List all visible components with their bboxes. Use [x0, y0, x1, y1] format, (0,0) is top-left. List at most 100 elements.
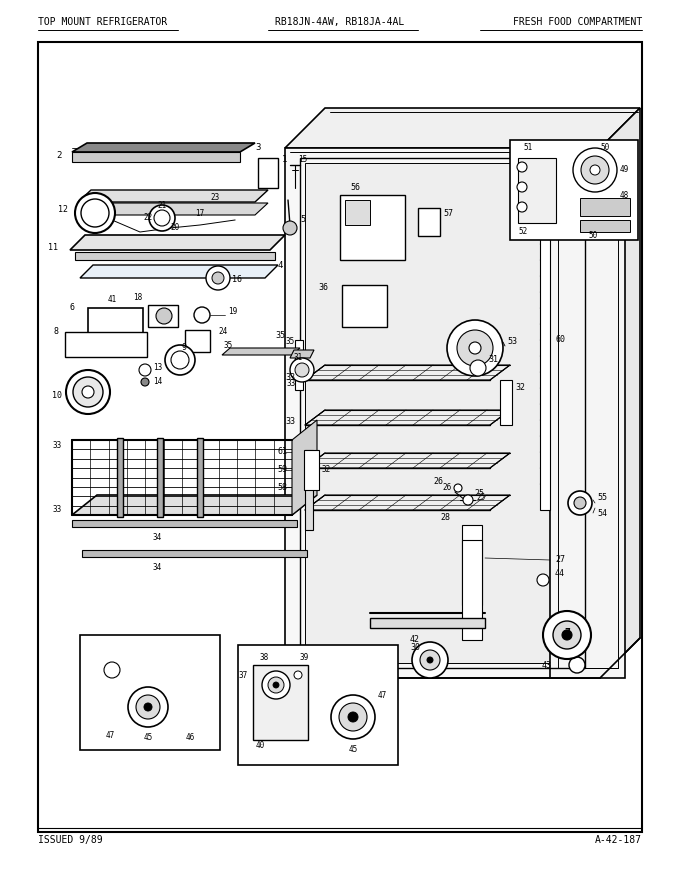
Text: 28: 28 — [440, 514, 450, 522]
Bar — [185, 330, 210, 352]
Text: 6: 6 — [70, 303, 75, 312]
Circle shape — [283, 221, 297, 235]
Bar — [80, 635, 220, 750]
Text: RB18JN-4AW, RB18JA-4AL: RB18JN-4AW, RB18JA-4AL — [275, 17, 405, 27]
Text: 11: 11 — [48, 244, 58, 253]
Text: 46: 46 — [186, 733, 194, 742]
Circle shape — [290, 358, 314, 382]
Text: 16: 16 — [232, 276, 242, 285]
Text: 50: 50 — [588, 231, 597, 239]
Text: 47: 47 — [105, 731, 115, 740]
Circle shape — [568, 491, 592, 515]
Text: 8: 8 — [53, 328, 58, 336]
Bar — [540, 175, 550, 510]
Text: 48: 48 — [620, 190, 629, 199]
Circle shape — [463, 495, 473, 505]
Text: 41: 41 — [107, 295, 117, 304]
Circle shape — [574, 497, 586, 509]
Text: 23: 23 — [210, 193, 220, 203]
Polygon shape — [305, 365, 510, 380]
Bar — [345, 200, 370, 225]
Circle shape — [156, 308, 172, 324]
Text: 31: 31 — [488, 355, 498, 365]
Polygon shape — [72, 152, 240, 162]
Text: 54: 54 — [597, 508, 607, 517]
Text: 2: 2 — [56, 150, 62, 159]
Circle shape — [517, 202, 527, 212]
Text: 50: 50 — [600, 143, 610, 152]
Text: 13: 13 — [153, 363, 163, 373]
Bar — [558, 158, 618, 668]
Text: 42: 42 — [410, 635, 420, 644]
Circle shape — [136, 695, 160, 719]
Polygon shape — [72, 495, 317, 515]
Text: 26: 26 — [433, 478, 443, 487]
Polygon shape — [290, 350, 314, 358]
Circle shape — [569, 657, 585, 673]
Text: 25: 25 — [474, 489, 484, 498]
Text: 3: 3 — [255, 143, 260, 152]
Polygon shape — [305, 453, 510, 468]
Circle shape — [573, 148, 617, 192]
Circle shape — [139, 364, 151, 376]
Bar — [117, 438, 123, 517]
Bar — [340, 195, 405, 260]
Text: 35: 35 — [275, 330, 285, 339]
Text: 35: 35 — [286, 337, 294, 346]
Bar — [305, 450, 313, 530]
Text: 33: 33 — [53, 441, 62, 449]
Text: 39: 39 — [300, 652, 309, 661]
Circle shape — [562, 630, 572, 640]
Text: 26: 26 — [443, 483, 452, 492]
Circle shape — [66, 370, 110, 414]
Text: 4: 4 — [278, 261, 284, 270]
Polygon shape — [78, 190, 268, 202]
Text: 40: 40 — [256, 740, 265, 749]
Circle shape — [537, 574, 549, 586]
Circle shape — [154, 210, 170, 226]
Circle shape — [206, 266, 230, 290]
Circle shape — [165, 345, 195, 375]
Text: 20: 20 — [171, 223, 180, 232]
Text: 58: 58 — [277, 482, 287, 491]
Circle shape — [149, 205, 175, 231]
Bar — [258, 158, 278, 188]
Bar — [157, 438, 163, 517]
Text: 45: 45 — [348, 746, 358, 755]
Text: 55: 55 — [597, 492, 607, 501]
Circle shape — [581, 156, 609, 184]
Polygon shape — [72, 520, 297, 527]
Polygon shape — [600, 108, 640, 678]
Text: 44: 44 — [555, 569, 565, 578]
Circle shape — [447, 320, 503, 376]
Text: 27: 27 — [555, 555, 565, 564]
Text: 30: 30 — [410, 643, 420, 651]
Circle shape — [81, 199, 109, 227]
Text: 32: 32 — [515, 384, 525, 392]
Bar — [300, 158, 585, 668]
Text: 18: 18 — [133, 294, 142, 303]
Polygon shape — [90, 203, 268, 215]
Text: 25: 25 — [476, 493, 486, 503]
Circle shape — [141, 378, 149, 386]
Text: 34: 34 — [152, 532, 162, 541]
Text: 7: 7 — [564, 628, 570, 638]
Text: 33: 33 — [285, 417, 295, 426]
Text: ISSUED 9/89: ISSUED 9/89 — [38, 835, 103, 845]
Polygon shape — [285, 108, 640, 148]
Text: 33: 33 — [285, 374, 295, 383]
Circle shape — [454, 484, 462, 492]
Text: 1: 1 — [282, 156, 288, 165]
Polygon shape — [305, 410, 510, 425]
Circle shape — [470, 360, 486, 376]
Text: 24: 24 — [218, 328, 227, 336]
Circle shape — [517, 162, 527, 172]
Bar — [304, 450, 319, 490]
Circle shape — [427, 657, 433, 663]
Text: 21: 21 — [157, 200, 167, 209]
Circle shape — [348, 712, 358, 722]
Polygon shape — [292, 420, 317, 515]
Text: 22: 22 — [143, 214, 152, 222]
Bar — [65, 332, 147, 357]
Text: 45: 45 — [143, 733, 152, 742]
